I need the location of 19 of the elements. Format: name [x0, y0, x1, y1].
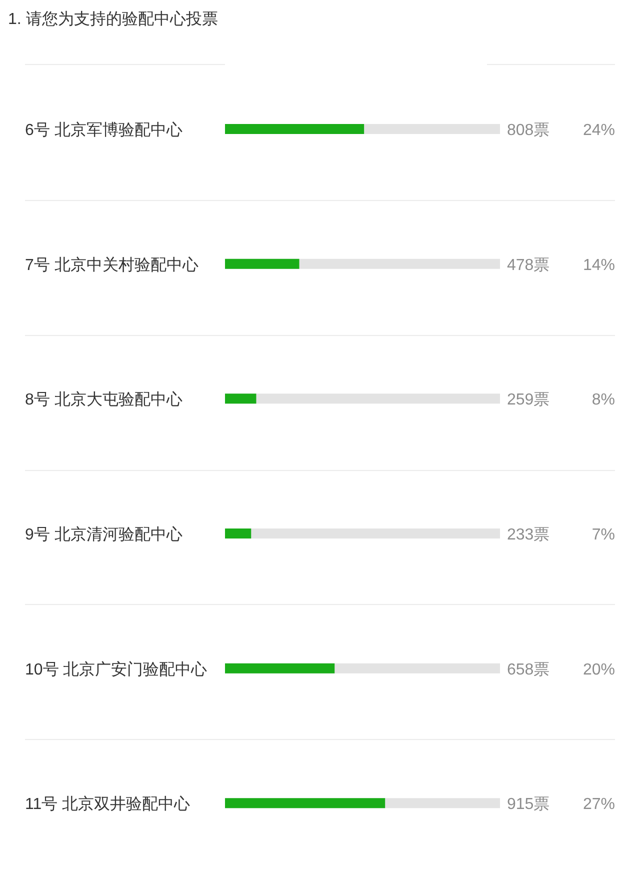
y-tick-label: 6号 北京军博验配中心 [25, 121, 182, 140]
y-tick-label: 8号 北京大屯验配中心 [25, 390, 182, 409]
y-tick-label: 7号 北京中关村验配中心 [25, 256, 198, 274]
chart-title: 1. 请您为支持的验配中心投票 [8, 10, 218, 30]
data-label: 478票 [507, 256, 550, 274]
y-tick-label: 10号 北京广安门验配中心 [25, 660, 208, 678]
text: 14% [582, 256, 615, 274]
text: 27% [582, 796, 615, 814]
data-label: 259票 [507, 392, 550, 409]
text: 24% [582, 122, 615, 140]
data-label: 915票 [507, 796, 550, 814]
text: 8% [592, 392, 615, 409]
data-label: 233票 [507, 526, 550, 544]
text: 7% [592, 526, 615, 544]
data-label: 808票 [507, 122, 550, 140]
y-tick-label: 9号 北京清河验配中心 [25, 526, 182, 544]
y-tick-label: 11号 北京双井验配中心 [25, 795, 190, 814]
text: 20% [582, 661, 615, 678]
data-label: 658票 [507, 661, 550, 678]
